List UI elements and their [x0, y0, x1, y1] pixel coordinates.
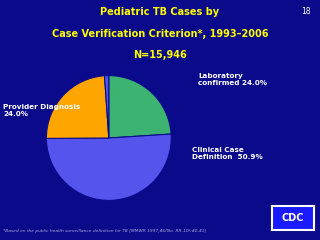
Text: Laboratory
confirmed 24.0%: Laboratory confirmed 24.0% [198, 73, 268, 86]
Text: *Based on the public health surveillance definition for TB [MMWR 1997;46(No. RR-: *Based on the public health surveillance… [3, 229, 206, 233]
Text: Clinical Case
Definition  50.9%: Clinical Case Definition 50.9% [192, 147, 263, 160]
Text: 18: 18 [301, 7, 310, 16]
Wedge shape [105, 76, 109, 138]
Text: CDC: CDC [282, 213, 304, 223]
Wedge shape [46, 134, 171, 200]
Text: N=15,946: N=15,946 [133, 50, 187, 60]
Text: Case Verification Criterion*, 1993–2006: Case Verification Criterion*, 1993–2006 [52, 29, 268, 39]
Wedge shape [109, 76, 171, 138]
Wedge shape [46, 76, 109, 138]
Text: Pediatric TB Cases by: Pediatric TB Cases by [100, 7, 220, 17]
Text: Provider Diagnosis
24.0%: Provider Diagnosis 24.0% [3, 104, 80, 117]
